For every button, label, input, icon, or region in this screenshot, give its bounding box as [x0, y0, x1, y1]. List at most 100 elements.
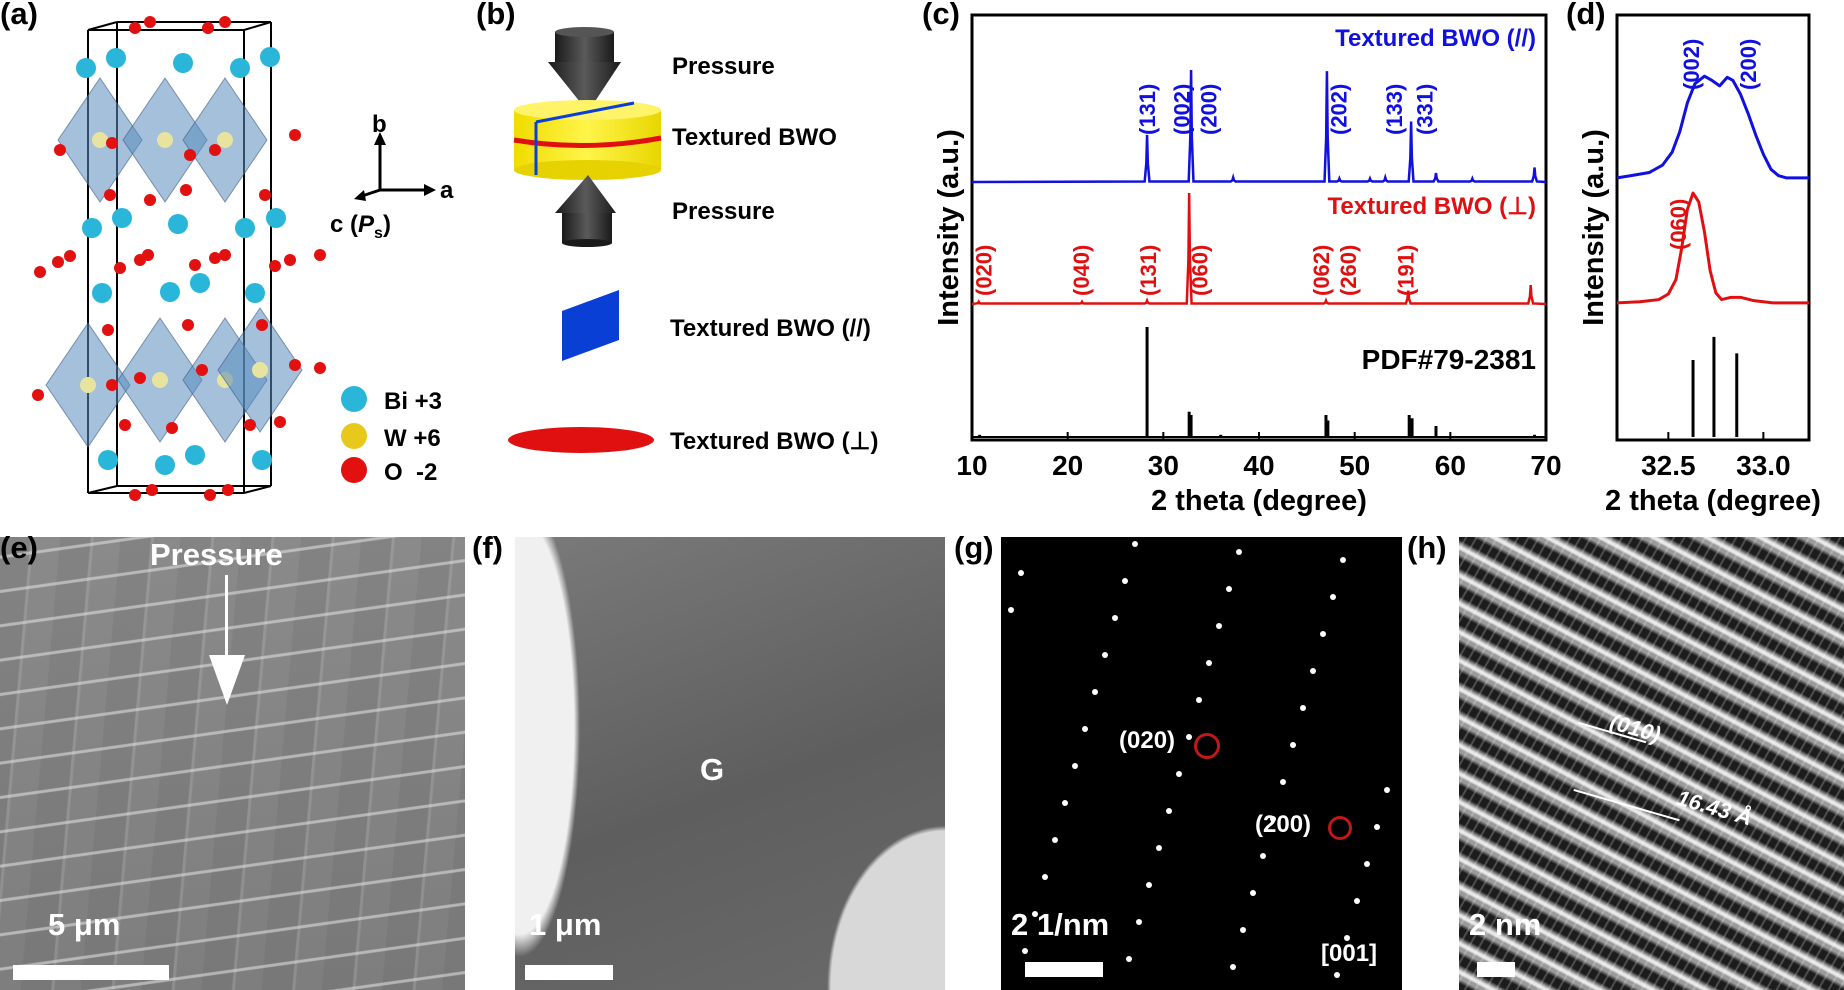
peak-label: (040) — [1069, 245, 1094, 296]
o-atom — [64, 250, 76, 262]
textured-bwo-label: Textured BWO — [672, 124, 837, 151]
o-atom — [204, 489, 216, 501]
diffraction-spot — [1260, 853, 1266, 859]
diffraction-spot — [1250, 890, 1256, 896]
pressure-arrow-icon — [225, 575, 228, 657]
diffraction-spot — [1340, 557, 1346, 563]
diffraction-spot — [1132, 541, 1138, 547]
bi-atom — [235, 218, 255, 238]
series-2 — [972, 327, 1546, 438]
panel-a-label: (a) — [0, 0, 38, 31]
diffraction-spot — [1092, 689, 1098, 695]
diffraction-spot — [1354, 898, 1360, 904]
perpendicular-label: Textured BWO (⊥) — [670, 428, 878, 455]
x-tick-label: 50 — [1339, 450, 1370, 481]
crystal-structure-drawing — [32, 16, 326, 501]
o-atom — [219, 16, 231, 28]
scale-bar-e — [13, 965, 169, 980]
xrd-line — [1616, 74, 1809, 180]
plot-frame — [1615, 13, 1811, 442]
o-atom — [289, 129, 301, 141]
peak-label: (331) — [1413, 84, 1438, 135]
o-atom — [52, 256, 64, 268]
unit-cell-edge — [87, 21, 118, 31]
plot-frame — [970, 13, 1548, 442]
xrd-line — [1616, 191, 1809, 305]
peak-label: (200) — [1736, 39, 1761, 90]
peak-label: (260) — [1336, 245, 1361, 296]
tem-image: G 1 μm — [515, 537, 945, 990]
diffraction-spot — [1176, 771, 1182, 777]
legend-perpendicular: Textured BWO (⊥) — [1328, 193, 1536, 220]
w-atom — [152, 372, 168, 388]
o-atom — [219, 249, 231, 261]
xrd-line — [971, 69, 1547, 184]
diffraction-spot — [1206, 660, 1212, 666]
diffraction-spot — [1290, 742, 1296, 748]
plane-line-2 — [1573, 789, 1680, 822]
o-atom — [166, 422, 178, 434]
diffraction-spot — [1280, 779, 1286, 785]
legend-parallel: Textured BWO (//) — [1335, 25, 1536, 52]
o-atom — [209, 252, 221, 264]
diffraction-spot — [1330, 594, 1336, 600]
y-axis-label: Intensity (a.u.) — [1578, 129, 1610, 326]
xrd-charts: 10 20 30 40 50 60 70 2 theta (degree) Intensity … — [933, 13, 1821, 517]
legend-w: W +6 — [384, 425, 441, 452]
peak-label: (062) — [1309, 245, 1334, 296]
diffraction-spot — [1310, 668, 1316, 674]
peak-label: (060) — [1666, 199, 1691, 250]
panel-d-label: (d) — [1566, 0, 1606, 31]
bi-atom — [82, 218, 102, 238]
crystal-structure: b a c (Ps) Bi +3 W +6 O -2 — [32, 16, 454, 501]
diffraction-spot — [1042, 874, 1048, 880]
diffraction-spot — [1122, 578, 1128, 584]
peak-label: (020) — [971, 245, 996, 296]
unit-cell-edge — [243, 21, 272, 31]
pressure-bottom-label: Pressure — [672, 198, 775, 225]
o-atom — [146, 484, 158, 496]
perpendicular-slice-icon — [508, 427, 654, 453]
bottom-punch-icon — [555, 175, 616, 247]
bi-atom — [76, 58, 96, 78]
scale-bar-label-g: 2 1/nm — [1011, 907, 1110, 942]
w-atom — [252, 362, 268, 378]
o-atom — [256, 319, 268, 331]
w-atom-icon — [341, 423, 367, 449]
atom-legend: Bi +3 W +6 O -2 — [341, 386, 442, 486]
bi-atom — [168, 214, 188, 234]
diffraction-spot — [1082, 726, 1088, 732]
axis-c-label: c (Ps) — [330, 211, 391, 242]
spot-020-marker — [1194, 733, 1220, 759]
diffraction-spot — [1032, 911, 1038, 917]
panel-e-label: (e) — [0, 530, 38, 565]
o-atom — [34, 266, 46, 278]
diffraction-spot — [1166, 808, 1172, 814]
unit-cell-edge — [87, 485, 118, 494]
diffraction-spot — [1052, 837, 1058, 843]
o-atom — [244, 419, 256, 431]
d-spacing-label: 16.43 Å — [1674, 785, 1756, 831]
x-tick-label: 60 — [1435, 450, 1466, 481]
diffraction-spot — [1146, 882, 1152, 888]
scale-bar-label-f: 1 μm — [529, 907, 602, 942]
axis-b-label: b — [372, 111, 387, 138]
x-tick-label: 70 — [1530, 450, 1561, 481]
o-atom — [202, 22, 214, 34]
scale-bar-label-e: 5 μm — [48, 907, 121, 942]
axis-triad — [354, 132, 436, 201]
legend-o: O -2 — [384, 459, 437, 486]
diffraction-spot — [1344, 935, 1350, 941]
o-atom — [144, 16, 156, 28]
w-atom — [217, 132, 233, 148]
series-0: (002) (200) — [1616, 39, 1809, 180]
x-axis-label: 2 theta (degree) — [1151, 485, 1367, 517]
w-atom — [80, 377, 96, 393]
o-atom — [129, 489, 141, 501]
diffraction-spot — [1126, 956, 1132, 962]
o-atom — [134, 372, 146, 384]
spot-200-marker — [1328, 816, 1352, 840]
diffraction-spot — [1240, 927, 1246, 933]
scale-bar-h — [1477, 962, 1515, 977]
o-atom — [314, 249, 326, 261]
